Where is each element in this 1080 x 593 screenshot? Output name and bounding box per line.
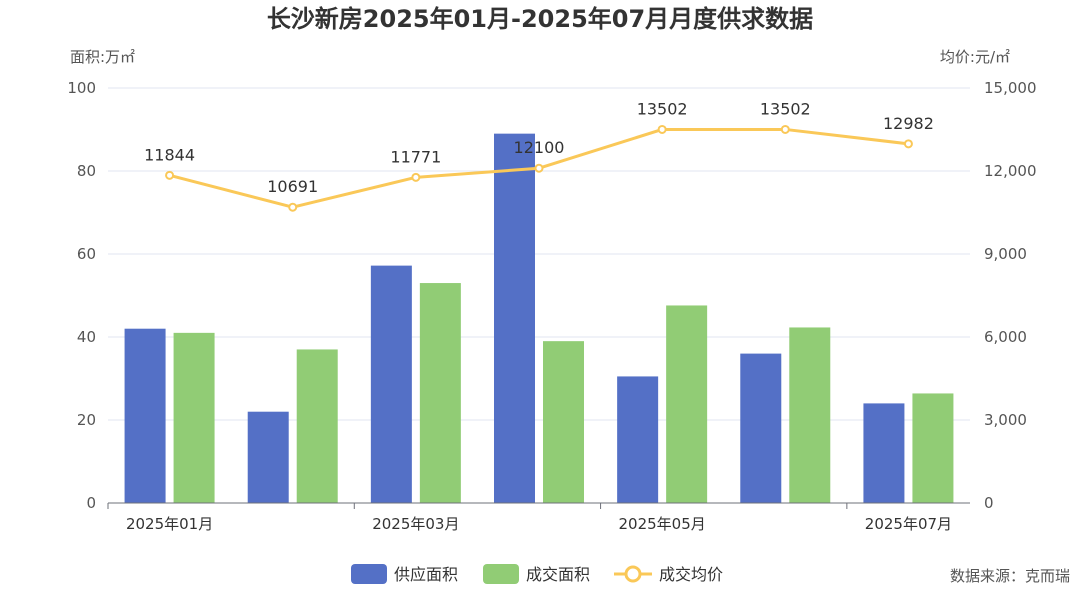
line-point <box>534 163 544 173</box>
legend-label: 成交均价 <box>659 565 723 584</box>
legend-swatch <box>351 564 387 584</box>
line-point <box>657 124 667 134</box>
line-point <box>411 172 421 182</box>
right-tick-label: 3,000 <box>984 411 1027 429</box>
data-labels: 11844 10691 11771 12100 13502 13502 12982 <box>144 99 934 196</box>
data-label: 12100 <box>514 138 565 157</box>
line-point <box>288 202 298 212</box>
bar-供应面积 <box>617 376 659 503</box>
right-tick-label: 6,000 <box>984 328 1027 346</box>
legend-label: 供应面积 <box>394 565 458 584</box>
left-tick-label: 60 <box>77 245 96 263</box>
price-line <box>165 124 913 212</box>
left-tick-label: 100 <box>67 79 96 97</box>
x-tick-label: 2025年07月 <box>865 515 952 533</box>
line-point <box>780 124 790 134</box>
bar-供应面积 <box>247 411 289 503</box>
bar-成交面积 <box>789 327 831 503</box>
right-axis-label: 均价:元/㎡ <box>940 48 1010 66</box>
legend-swatch <box>483 564 519 584</box>
source-note: 数据来源：克而瑞 <box>950 567 1070 585</box>
left-axis-label: 面积:万㎡ <box>70 48 135 66</box>
bar-成交面积 <box>543 341 584 503</box>
bar-供应面积 <box>124 328 166 503</box>
bar-供应面积 <box>494 133 535 503</box>
right-tick-label: 9,000 <box>984 245 1027 263</box>
right-tick-label: 15,000 <box>984 79 1037 97</box>
bar-成交面积 <box>912 393 954 503</box>
legend: 供应面积 成交面积 成交均价 <box>351 564 723 584</box>
data-label: 13502 <box>760 99 811 118</box>
left-tick-label: 0 <box>86 494 96 512</box>
bar-成交面积 <box>296 349 338 503</box>
left-tick-label: 40 <box>77 328 96 346</box>
x-tick-label: 2025年03月 <box>372 515 459 533</box>
data-label: 10691 <box>267 177 318 196</box>
bar-供应面积 <box>740 353 782 503</box>
chart-title: 长沙新房2025年01月-2025年07月月度供求数据 <box>267 5 813 33</box>
bar-供应面积 <box>370 265 412 503</box>
bar-成交面积 <box>173 332 215 503</box>
x-tick-label: 2025年05月 <box>619 515 706 533</box>
left-tick-label: 80 <box>77 162 96 180</box>
data-label: 13502 <box>637 99 688 118</box>
bars <box>124 133 954 503</box>
bar-成交面积 <box>666 305 708 503</box>
right-tick-label: 0 <box>984 494 994 512</box>
right-tick-label: 12,000 <box>984 162 1037 180</box>
legend-marker <box>624 565 642 583</box>
left-tick-label: 20 <box>77 411 96 429</box>
legend-label: 成交面积 <box>526 565 590 584</box>
data-label: 12982 <box>883 114 934 133</box>
x-tick-label: 2025年01月 <box>126 515 213 533</box>
data-label: 11771 <box>390 147 441 166</box>
line-point <box>903 139 913 149</box>
axes: 0 0 20 3,000 40 6,000 60 9,000 80 12,000 100 15,000… <box>67 79 1036 533</box>
bar-成交面积 <box>419 283 461 503</box>
data-label: 11844 <box>144 145 195 164</box>
line-point <box>165 170 175 180</box>
bar-供应面积 <box>863 403 905 503</box>
